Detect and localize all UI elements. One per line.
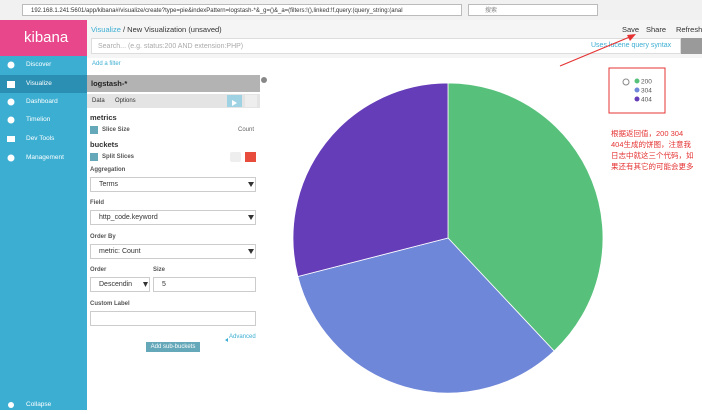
field-label: Custom Label [90,301,130,307]
pie-slice [297,237,555,394]
icon [7,154,15,162]
select-arrow [248,182,254,187]
field-label: Order By [90,234,116,240]
field-label: Order [90,267,107,273]
address-bar[interactable]: 192.168.1.241:5601/app/kibana#/visualize… [22,4,462,16]
select-arrow [248,249,254,254]
add-sub-buckets[interactable]: Add sub-buckets [146,342,200,352]
arrow-head [627,34,636,41]
icon [7,81,15,88]
buckets-title: buckets [90,140,119,149]
legend-swatch [634,96,640,102]
remove-button[interactable] [245,152,256,162]
play-icon [232,100,237,106]
metric-label: Slice Size [102,127,130,133]
syntax-link[interactable]: Uses lucene query syntax [591,42,672,49]
tab[interactable]: Options [115,98,136,104]
metrics-title: metrics [90,113,117,122]
text-input[interactable] [90,311,256,326]
expand-toggle[interactable] [90,126,98,134]
advanced-icon [225,338,228,342]
annotation: 根据返回值，200 304404生成的饼图，注意我日志中就这三个代码，如果还有其… [611,128,694,171]
legend-label: 404 [641,97,652,104]
icon [8,402,14,408]
legend-label: 304 [641,88,652,95]
icon [7,98,15,106]
annotation-line: 日志中就这三个代码，如 [611,150,694,160]
collapse-toggle[interactable] [261,77,267,83]
advanced-link[interactable]: Advanced [229,334,256,340]
nav-item[interactable]: Dashboard [26,98,58,105]
breadcrumb-separator: / [122,25,126,34]
nav-item[interactable]: Timelion [26,116,51,123]
collapse[interactable]: Collapse [26,401,52,408]
metric-value: Count [238,127,255,133]
logo[interactable]: kibana [0,20,87,56]
arrow [559,35,633,67]
breadcrumb-root[interactable]: Visualize [91,25,121,34]
icon [7,61,15,69]
search-input[interactable]: Search... (e.g. status:200 AND extension… [91,38,681,54]
field-label: Aggregation [90,167,126,173]
select[interactable]: http_code.keyword [90,210,256,225]
annotation-line: 果还有其它的可能会更多 [611,161,694,171]
legend-swatch [634,78,640,84]
share[interactable]: Share [646,25,667,34]
tab[interactable]: Data [92,98,105,104]
discard-button[interactable] [245,95,257,107]
annotation-line: 根据返回值，200 304 [611,128,683,138]
field-label: Size [153,267,166,273]
legend-toggle[interactable] [622,78,630,86]
save[interactable]: Save [622,25,640,34]
pie-slice [447,82,604,352]
nav-item[interactable]: Discover [26,61,52,68]
editor-panel [87,72,260,410]
select[interactable]: Descendin [90,277,150,292]
select[interactable]: metric: Count [90,244,256,259]
select-arrow [248,215,254,220]
refresh[interactable]: Refresh [676,25,702,34]
field-label: Field [90,200,105,206]
legend-label: 200 [641,79,652,86]
browser-search[interactable]: 搜索 [468,4,598,16]
add-filter[interactable]: Add a filter [92,61,121,67]
nav-icons [7,61,15,408]
legend-swatch [634,87,640,93]
annotation-line: 404生成的饼图，注意我 [611,139,692,149]
pie-chart [292,82,604,394]
size-input[interactable]: 5 [153,277,256,292]
select-arrow [143,282,148,287]
toggle-button[interactable] [230,152,241,162]
icon [7,136,15,142]
select[interactable]: Terms [90,177,256,192]
pie-slice [292,82,449,278]
icon [7,116,15,124]
apply-button[interactable] [227,95,242,107]
breadcrumb: Visualize / New Visualization (unsaved) [91,25,222,34]
search-button[interactable] [681,38,702,54]
nav-item[interactable]: Management [26,154,64,161]
index-pattern: logstash-* [87,75,260,92]
tabs [87,94,260,108]
nav-item[interactable]: Visualize [0,75,87,93]
highlight-box [608,67,666,114]
bucket-label: Split Slices [102,154,135,160]
nav-item[interactable]: Dev Tools [26,135,55,142]
breadcrumb-current: New Visualization (unsaved) [127,25,222,34]
legend: 200 304 404 [634,78,652,104]
expand-toggle[interactable] [90,153,98,161]
